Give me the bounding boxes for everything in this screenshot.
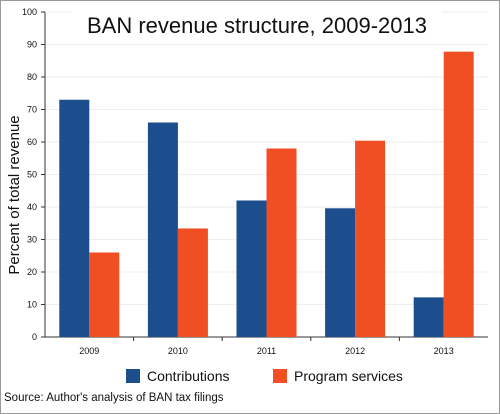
y-tick-label: 20 (27, 267, 37, 277)
y-tick-label: 90 (27, 40, 37, 50)
y-tick-label: 0 (32, 332, 37, 342)
legend: Contributions Program services (126, 368, 403, 384)
y-tick-label: 10 (27, 300, 37, 310)
y-tick-label: 40 (27, 202, 37, 212)
legend-label: Contributions (147, 368, 230, 384)
bar-contributions-2009 (59, 99, 90, 337)
source-label: Source: (4, 392, 44, 404)
legend-swatch (273, 369, 287, 383)
chart-title: BAN revenue structure, 2009-2013 (87, 13, 427, 38)
x-tick-label: 2010 (168, 346, 188, 356)
x-tick-label: 2011 (257, 346, 276, 356)
y-tick-label: 80 (27, 72, 37, 82)
legend-label: Program services (294, 368, 403, 384)
legend-swatch (126, 369, 140, 383)
y-axis-label: Percent of total revenue (6, 115, 23, 274)
bar-program-services-2010 (177, 228, 208, 337)
bar-contributions-2013 (413, 297, 444, 337)
bar-contributions-2011 (236, 200, 267, 337)
bar-program-services-2011 (266, 148, 297, 337)
bar-program-services-2009 (89, 252, 120, 337)
source-text: Author's analysis of BAN tax filings (46, 392, 224, 404)
bar-program-services-2013 (443, 51, 474, 338)
x-tick-label: 2012 (345, 346, 365, 356)
bar-contributions-2010 (147, 122, 178, 337)
x-axis: 2009 2010 2011 2012 2013 (45, 336, 488, 356)
y-tick-label: 60 (27, 137, 37, 147)
source-note: Source: Author's analysis of BAN tax fil… (4, 391, 224, 405)
x-tick-label: 2009 (79, 346, 99, 356)
bar-contributions-2012 (325, 208, 356, 337)
title-background (72, 8, 442, 40)
y-tick-label: 100 (22, 7, 37, 17)
y-tick-label: 70 (27, 105, 37, 115)
y-tick-label: 30 (27, 235, 37, 245)
y-tick-label: 50 (27, 170, 37, 180)
bar-program-services-2012 (355, 140, 386, 337)
x-tick-label: 2013 (434, 346, 454, 356)
bars (59, 51, 474, 338)
y-axis: 0 10 20 30 40 50 60 70 80 90 100 (22, 7, 46, 342)
